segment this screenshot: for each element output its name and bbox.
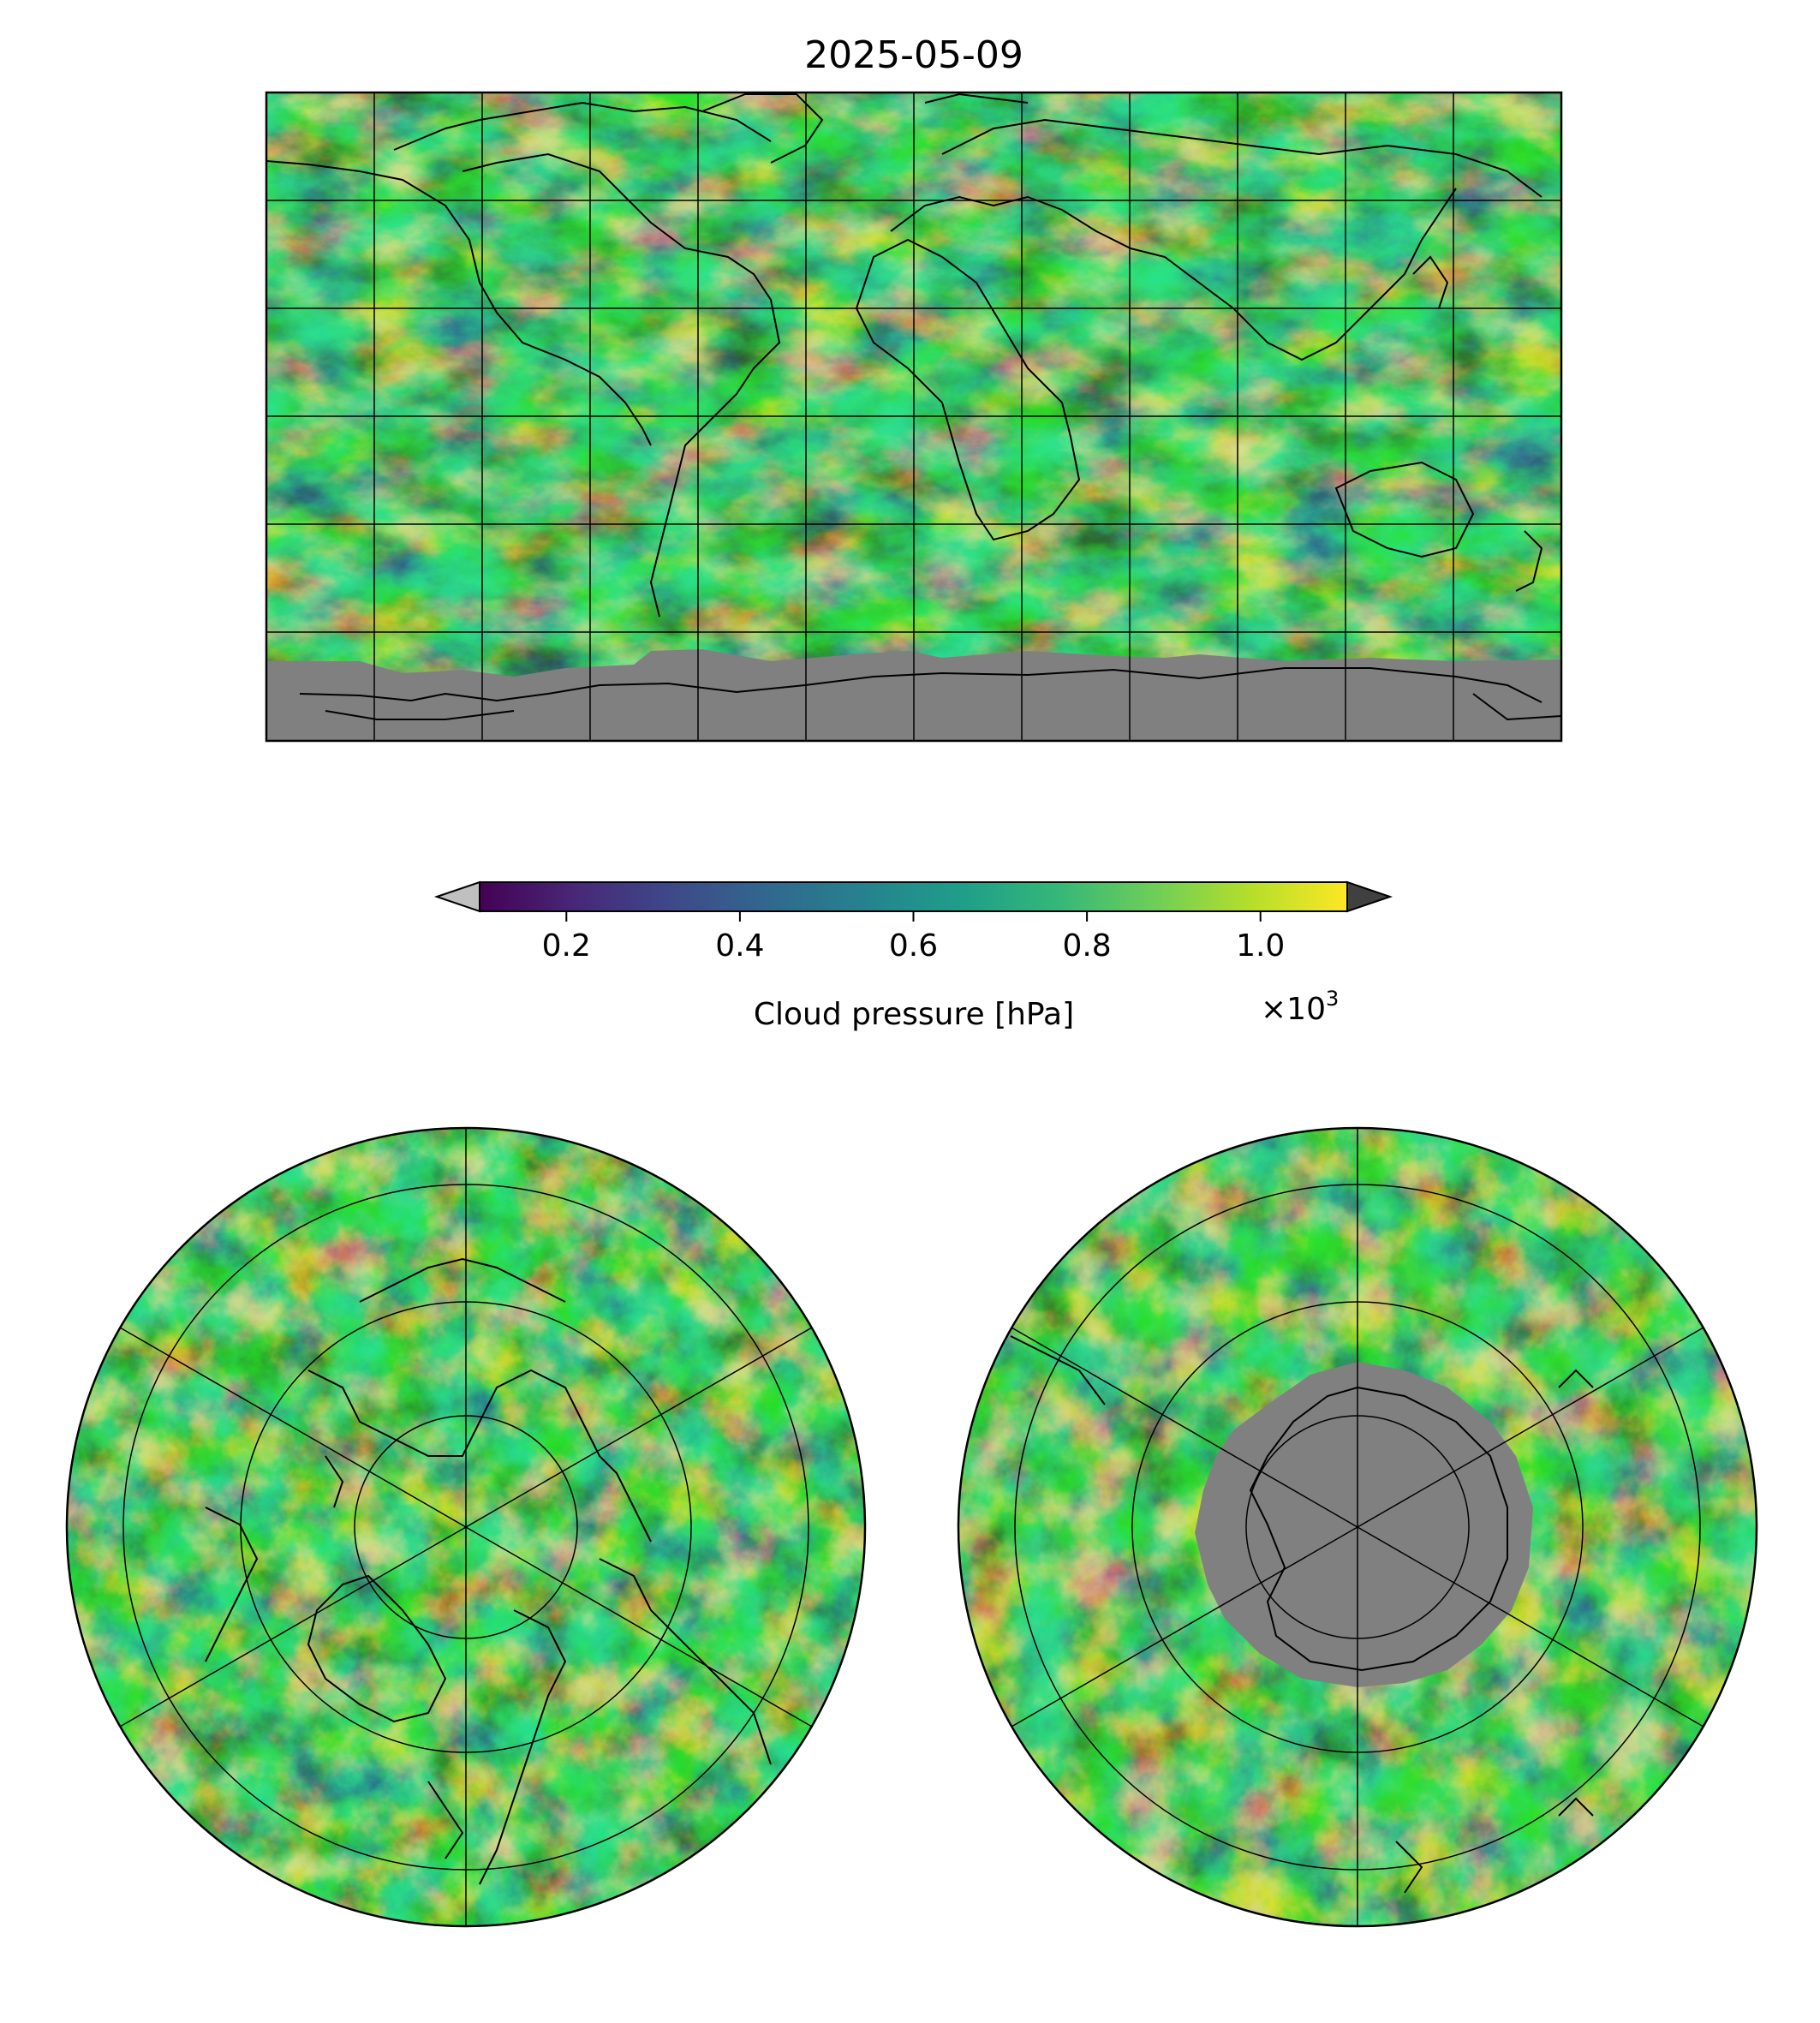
coastlines-global <box>266 92 1561 721</box>
colorbar-tick-label: 0.2 <box>542 928 591 964</box>
south-polar-frame <box>957 1126 1758 1928</box>
colorbar-gradient <box>480 882 1347 911</box>
colorbar-ticks: 0.2 0.4 0.6 0.8 1.0 <box>542 911 1285 964</box>
colorbar-label: Cloud pressure [hPa] <box>754 997 1074 1032</box>
coastlines-north <box>205 1257 772 1885</box>
coastlines-south <box>1010 1335 1594 1894</box>
colorbar-tick-label: 0.6 <box>889 928 938 964</box>
global-map <box>265 91 1563 743</box>
gridlines-north <box>119 1128 813 1926</box>
colorbar-tick-label: 0.4 <box>715 928 764 964</box>
colorbar-under-extend <box>433 880 480 913</box>
north-polar-frame <box>65 1126 867 1928</box>
gridlines-global <box>266 92 1561 741</box>
south-polar-map <box>957 1126 1758 1928</box>
colorbar-multiplier-exponent: 3 <box>1326 987 1339 1011</box>
colorbar-tick-label: 0.8 <box>1062 928 1111 964</box>
gridlines-south <box>1011 1128 1704 1926</box>
colorbar-multiplier: ×103 <box>1261 987 1339 1027</box>
north-polar-map <box>65 1126 867 1928</box>
colorbar: 0.2 0.4 0.6 0.8 1.0 Cloud pressure [hPa] ×10… <box>433 880 1393 1032</box>
colorbar-tick-label: 1.0 <box>1236 928 1285 964</box>
global-map-frame <box>265 91 1563 743</box>
figure-title: 2025-05-09 <box>804 33 1023 77</box>
colorbar-over-extend <box>1346 880 1393 913</box>
colorbar-multiplier-base: ×10 <box>1261 992 1326 1027</box>
